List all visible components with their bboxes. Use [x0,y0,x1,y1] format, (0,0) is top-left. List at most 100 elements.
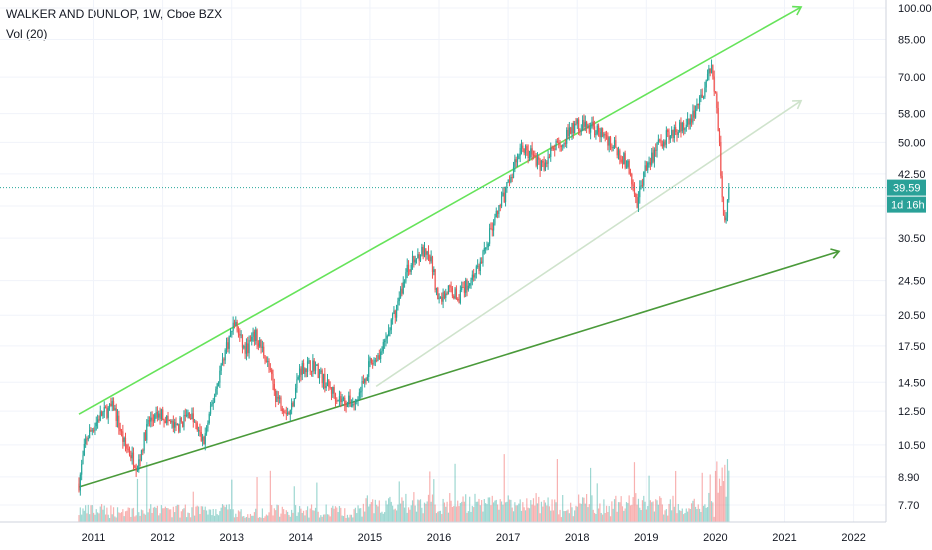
time-axis[interactable]: 2011 2012 2013 2014 2015 2016 2017 2018 2019 2020… [82,532,866,544]
candle-body [174,422,176,428]
volume-bar [178,504,180,522]
volume-bar [449,493,451,522]
volume-bar [397,504,399,522]
volume-bar [414,505,416,522]
candle-body [413,256,415,263]
candle-body [709,68,711,73]
candle-body [334,393,337,401]
volume-bar [329,516,331,522]
y-tick-label: 50.00 [898,137,926,149]
candle-body [264,355,266,361]
volume-bar [207,514,209,522]
volume-bar [470,511,472,522]
volume-bar [409,509,411,522]
volume-bar [116,507,119,522]
candle-body [531,148,533,155]
candle-body [515,159,517,163]
candle-body [399,288,402,298]
volume-bar [526,498,528,522]
volume-bar [247,514,249,522]
volume-bar [562,495,564,522]
candle-body [574,123,576,134]
volume-bar [590,467,592,522]
volume-bar [225,504,228,522]
candle-body [466,279,468,290]
volume-bar [510,499,512,522]
candle-body [575,123,577,125]
candle-body [207,422,209,429]
candle-body [393,310,395,314]
volume-bar [399,503,402,522]
volume-bar [676,513,678,522]
candle-body [648,162,650,164]
candle-body [344,397,346,406]
volume-bar [442,498,444,522]
volume-bar [422,513,424,522]
price-axis[interactable]: 100.0085.0070.0058.0050.0042.5036.0030.5… [898,3,932,512]
candle-body [268,360,270,369]
candle-body [706,73,709,81]
volume-bar [596,483,598,522]
volume-bar [106,507,108,522]
volume-bar [617,502,620,522]
candle-body [395,304,398,318]
volume-bar [552,510,554,522]
candle-body [119,428,121,432]
volume-bar [478,498,480,522]
volume-indicator-label[interactable]: Vol (20) [6,27,48,41]
volume-bar [702,505,705,522]
candle-body [482,251,484,263]
candle-body [328,379,330,387]
volume-bar [419,499,422,522]
volume-bar [474,493,476,522]
volume-bar [296,515,298,522]
volume-bar [336,507,338,522]
volume-bar [687,511,689,522]
candle-body [632,184,634,186]
candle-body [321,370,323,384]
volume-bar [166,507,168,522]
volume-bar [110,505,112,522]
volume-bar [425,503,427,522]
candle-body [524,146,527,154]
volume-bar [390,501,392,522]
candle-body [712,65,714,77]
volume-bar [119,513,121,522]
candle-body [350,405,353,407]
candle-body [201,437,204,441]
x-tick-label: 2017 [496,532,520,544]
x-tick-label: 2020 [703,532,727,544]
volume-bar [309,508,311,522]
volume-bar [534,505,536,522]
volume-bar [179,517,181,522]
volume-bar [306,506,309,522]
candle-body [601,128,604,137]
x-tick-label: 2012 [150,532,174,544]
volume-bar [135,515,137,522]
volume-bar [271,505,273,522]
candle-body [376,360,378,362]
candle-body [277,396,279,399]
volume-bar [333,508,335,522]
volume-bar [527,507,529,522]
candle-body [158,413,160,418]
candle-body [90,429,92,431]
volume-bar [648,475,650,522]
volume-bar [518,503,520,522]
candle-body [162,409,164,421]
volume-bar [433,479,435,522]
candle-body [354,401,356,405]
candle-body [194,421,196,423]
volume-bar [512,511,515,522]
volume-bar [689,508,691,522]
volume-bar [167,508,169,522]
candle-body [341,398,343,403]
candle-body [220,363,222,371]
volume-bar [524,510,527,522]
candle-body [619,150,621,160]
candle-body [122,431,124,442]
volume-bar [523,507,525,522]
candle-body [584,121,586,127]
volume-bar [200,506,202,522]
